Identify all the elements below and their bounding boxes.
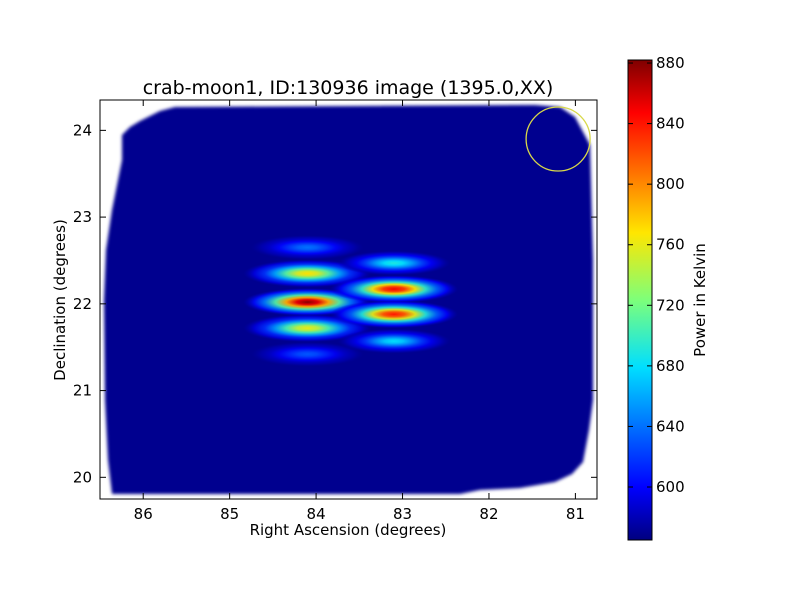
beam-circle-marker <box>525 106 591 172</box>
source-lobe <box>337 328 451 354</box>
sources-layer <box>243 235 458 367</box>
colorbar-gradient <box>627 59 653 541</box>
colorbar-label: Power in Kelvin <box>691 243 709 357</box>
source-lobe <box>251 341 364 367</box>
x-axis-label: Right Ascension (degrees) <box>250 521 447 539</box>
plot-area <box>99 99 598 500</box>
source-lobe <box>329 275 458 304</box>
x-tick-label: 83 <box>393 505 412 523</box>
colorbar-tick-label: 640 <box>656 417 685 435</box>
y-axis-label: Declination (degrees) <box>51 219 69 381</box>
colorbar-tick-label: 840 <box>656 115 685 133</box>
y-tick-label: 20 <box>73 468 92 486</box>
x-tick-label: 82 <box>479 505 498 523</box>
colorbar-tick-label: 760 <box>656 236 685 254</box>
plot-frame <box>99 99 598 500</box>
colorbar-ticks: 600 640 680 720 760 800 840 880 <box>628 54 685 496</box>
colorbar-tick-label: 680 <box>656 357 685 375</box>
x-tick-label: 84 <box>307 505 326 523</box>
colorbar-tick-label: 800 <box>656 175 685 193</box>
y-tick-label: 21 <box>73 382 92 400</box>
y-axis-ticks: 20 21 22 23 24 <box>73 121 597 486</box>
x-tick-label: 85 <box>220 505 239 523</box>
chart-title: crab-moon1, ID:130936 image (1395.0,XX) <box>143 77 554 99</box>
y-tick-label: 22 <box>73 295 92 313</box>
source-lobe <box>251 235 364 260</box>
y-tick-label: 24 <box>73 121 92 139</box>
source-lobe <box>329 300 458 329</box>
x-axis-ticks: 86 85 84 83 82 81 <box>134 100 585 523</box>
x-tick-label: 86 <box>134 505 153 523</box>
colorbar-tick-label: 600 <box>656 478 685 496</box>
x-tick-label: 81 <box>566 505 585 523</box>
y-tick-label: 23 <box>73 208 92 226</box>
source-lobe <box>337 250 451 276</box>
heatmap-image <box>104 105 593 494</box>
colorbar-tick-label: 880 <box>656 54 685 72</box>
source-lobe <box>243 259 372 288</box>
colorbar: 600 640 680 720 760 800 840 880 Power in Kelvin <box>627 54 709 541</box>
colorbar-tick-label: 720 <box>656 296 685 314</box>
